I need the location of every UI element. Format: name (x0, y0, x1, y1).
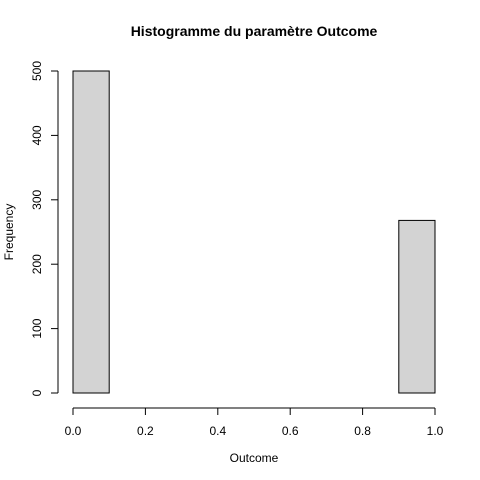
y-tick-label: 500 (30, 61, 44, 81)
x-tick-label: 1.0 (427, 424, 444, 438)
y-axis-title: Frequency (2, 204, 16, 261)
y-tick-label: 300 (30, 189, 44, 209)
x-tick-label: 0.4 (209, 424, 226, 438)
y-axis: 0 100 200 300 400 500 (30, 61, 59, 396)
y-tick-label: 100 (30, 318, 44, 338)
bars-group (72, 70, 436, 394)
histogram-bar-9 (398, 219, 436, 394)
y-tick-label: 400 (30, 125, 44, 145)
x-tick-label: 0.0 (65, 424, 82, 438)
x-tick-label: 0.2 (137, 424, 154, 438)
y-tick-label: 200 (30, 254, 44, 274)
histogram-bar-0 (72, 70, 110, 394)
x-axis: 0.0 0.2 0.4 0.6 0.8 1.0 (65, 407, 444, 438)
chart-title: Histogramme du paramètre Outcome (131, 23, 378, 39)
x-tick-label: 0.6 (282, 424, 299, 438)
y-tick-label: 0 (30, 389, 44, 396)
x-axis-title: Outcome (230, 451, 279, 465)
x-tick-label: 0.8 (354, 424, 371, 438)
